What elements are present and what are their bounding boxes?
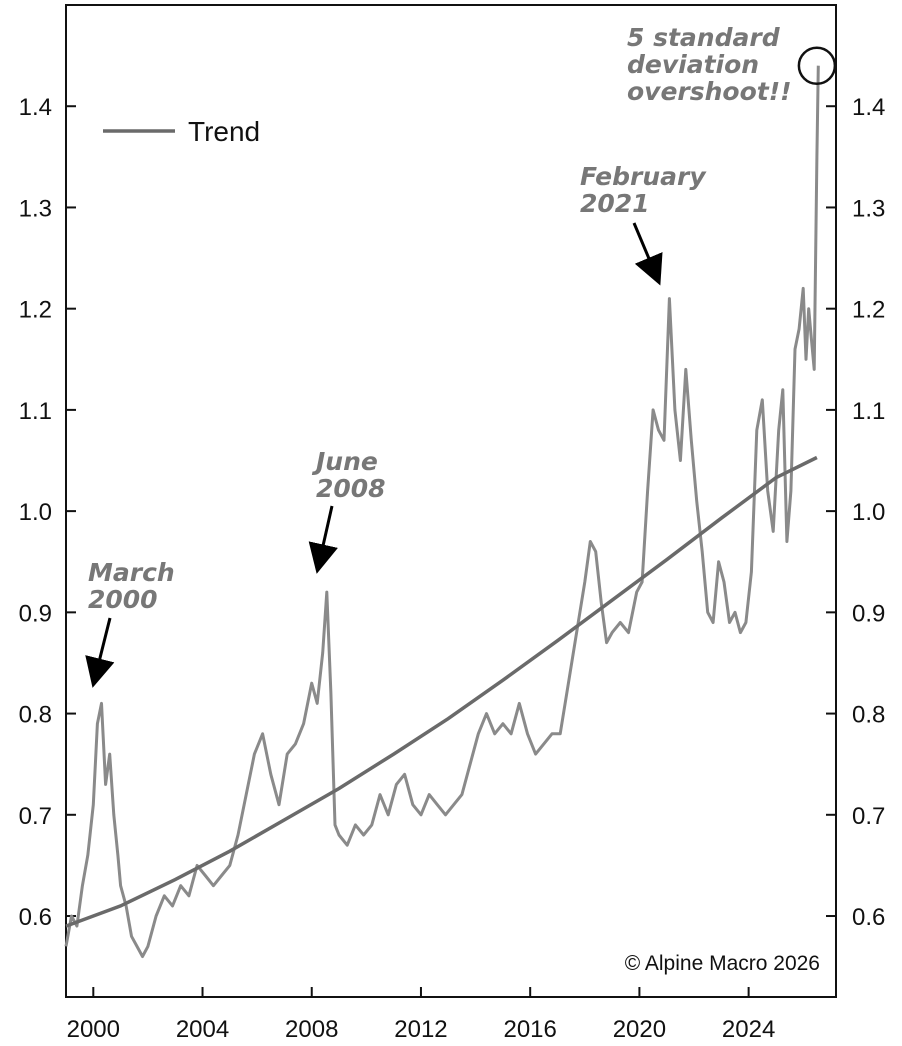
annotation-march-2000-arrow	[85, 617, 115, 688]
ratio-series-line	[64, 65, 820, 958]
x-tick-label: 2004	[176, 1016, 229, 1043]
y-tick-left-label: 1.1	[19, 398, 52, 425]
y-tick-right-label: 1.1	[852, 398, 885, 425]
y-tick-left-label: 0.6	[19, 904, 52, 931]
y-tick-right-label: 0.8	[852, 702, 885, 729]
annotation-february-2021-arrow	[632, 222, 663, 286]
annotation-march-2000-text: March 2000	[88, 558, 175, 614]
legend: Trend	[103, 116, 260, 147]
y-tick-left-label: 1.2	[19, 297, 52, 324]
x-tick-label: 2020	[613, 1016, 666, 1043]
trend-line	[65, 455, 818, 928]
y-tick-left-label: 1.0	[19, 499, 52, 526]
y-tick-right-label: 0.9	[852, 600, 885, 627]
copyright-note: © Alpine Macro 2026	[625, 952, 820, 975]
x-tick-label: 2016	[503, 1016, 556, 1043]
annotation-june-2008-arrow	[308, 505, 338, 574]
annotation-june-2008-text: June 2008	[311, 447, 386, 503]
x-axis: 2000 2004 2008 2012 2016 2020 2024	[67, 987, 775, 1043]
y-axis-left: 0.6 0.7 0.8 0.9 1.0 1.1 1.2 1.3 1.4	[19, 94, 76, 931]
annotation-february-2021-text: February 2021	[580, 162, 707, 218]
y-axis-right: 0.6 0.7 0.8 0.9 1.0 1.1 1.2 1.3 1.4	[826, 94, 885, 931]
y-tick-right-label: 0.6	[852, 904, 885, 931]
plot-frame	[65, 4, 837, 998]
y-tick-right-label: 1.2	[852, 297, 885, 324]
y-tick-left-label: 0.9	[19, 600, 52, 627]
x-tick-label: 2024	[722, 1016, 775, 1043]
x-tick-label: 2000	[67, 1016, 120, 1043]
annotation-overshoot-text: 5 standard deviation overshoot!!	[627, 23, 792, 106]
y-tick-left-label: 0.8	[19, 702, 52, 729]
y-tick-right-label: 1.3	[852, 195, 885, 222]
legend-label-trend: Trend	[188, 116, 260, 147]
annotation-overshoot-circle	[797, 46, 837, 85]
y-tick-right-label: 1.4	[852, 94, 885, 121]
y-tick-left-label: 1.3	[19, 195, 52, 222]
x-tick-label: 2008	[285, 1016, 338, 1043]
y-tick-right-label: 0.7	[852, 803, 885, 830]
annotations: March 2000 June 2008 February 2021 5 standard d…	[85, 23, 837, 688]
y-tick-left-label: 0.7	[19, 803, 52, 830]
y-tick-right-label: 1.0	[852, 499, 885, 526]
y-tick-left-label: 1.4	[19, 94, 52, 121]
x-tick-label: 2012	[394, 1016, 447, 1043]
